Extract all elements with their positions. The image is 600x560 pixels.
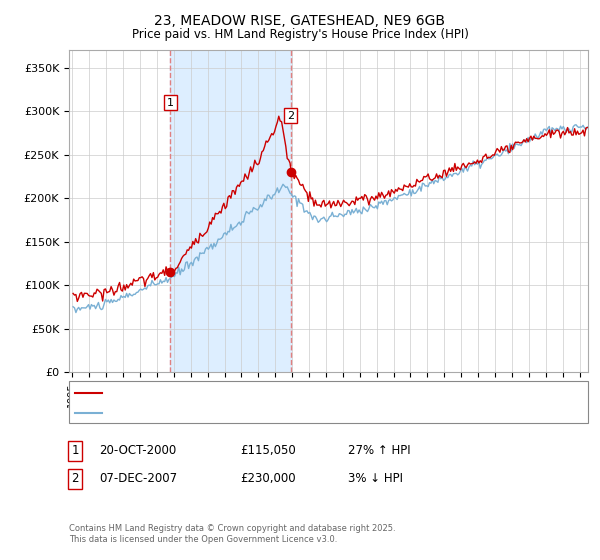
Text: 3% ↓ HPI: 3% ↓ HPI <box>348 472 403 486</box>
Text: 23, MEADOW RISE, GATESHEAD, NE9 6GB (detached house): 23, MEADOW RISE, GATESHEAD, NE9 6GB (det… <box>108 388 421 398</box>
Text: 1: 1 <box>71 444 79 458</box>
Text: 27% ↑ HPI: 27% ↑ HPI <box>348 444 410 458</box>
Text: 20-OCT-2000: 20-OCT-2000 <box>99 444 176 458</box>
Text: HPI: Average price, detached house, Gateshead: HPI: Average price, detached house, Gate… <box>108 408 358 418</box>
Text: 07-DEC-2007: 07-DEC-2007 <box>99 472 177 486</box>
Text: 2: 2 <box>71 472 79 486</box>
Text: Price paid vs. HM Land Registry's House Price Index (HPI): Price paid vs. HM Land Registry's House … <box>131 28 469 41</box>
Text: £115,050: £115,050 <box>240 444 296 458</box>
Text: Contains HM Land Registry data © Crown copyright and database right 2025.
This d: Contains HM Land Registry data © Crown c… <box>69 524 395 544</box>
Text: 2: 2 <box>287 111 295 120</box>
Text: £230,000: £230,000 <box>240 472 296 486</box>
Text: 1: 1 <box>167 97 174 108</box>
Bar <box>170 50 291 372</box>
Text: 23, MEADOW RISE, GATESHEAD, NE9 6GB: 23, MEADOW RISE, GATESHEAD, NE9 6GB <box>155 14 445 28</box>
